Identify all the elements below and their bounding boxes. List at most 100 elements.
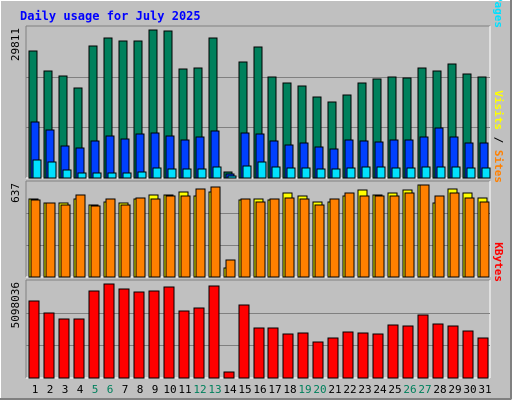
bar-kbytes-day-18 [282, 333, 294, 379]
bar-kbytes-day-26 [402, 325, 414, 379]
bar-pages-day-5 [92, 172, 102, 179]
x-tick-label-day-7: 7 [122, 383, 129, 396]
y-max-label: 5098036 [9, 282, 22, 328]
bar-pages-day-18 [286, 167, 296, 179]
bar-sites-day-20 [314, 204, 325, 278]
bar-kbytes-day-11 [178, 310, 190, 379]
bar-pages-day-26 [406, 167, 416, 179]
x-tick-label-day-18: 18 [283, 383, 296, 396]
bar-pages-day-4 [77, 172, 87, 179]
x-tick-label-day-2: 2 [47, 383, 54, 396]
bar-sites-day-18 [284, 197, 295, 278]
x-tick-label-day-15: 15 [238, 383, 251, 396]
y-max-label: 637 [9, 183, 22, 203]
bar-sites-day-6 [105, 198, 116, 278]
bar-pages-day-14 [227, 175, 237, 179]
bar-kbytes-day-27 [417, 314, 429, 379]
bar-kbytes-day-13 [208, 285, 220, 379]
bar-sites-day-17 [269, 198, 280, 278]
bar-pages-day-13 [212, 166, 222, 179]
bar-files-day-8 [135, 133, 145, 179]
bar-kbytes-day-12 [193, 307, 205, 379]
series-sites [30, 184, 490, 278]
bar-sites-day-4 [75, 194, 86, 278]
x-tick-label-day-12: 12 [193, 383, 206, 396]
bar-sites-day-29 [449, 192, 460, 278]
bar-pages-day-8 [137, 171, 147, 179]
bar-kbytes-day-16 [253, 327, 265, 379]
bar-pages-day-6 [107, 172, 117, 179]
x-tick-label-day-3: 3 [62, 383, 69, 396]
bar-pages-day-24 [376, 166, 386, 179]
bar-pages-day-2 [47, 161, 57, 179]
bar-kbytes-day-20 [312, 341, 324, 379]
bar-kbytes-day-19 [297, 332, 309, 379]
bar-kbytes-day-9 [148, 290, 160, 379]
legend-part-visits: Visits [492, 90, 505, 130]
right-legend-label: KBytes [492, 242, 505, 282]
bar-sites-day-1 [30, 199, 41, 278]
bar-sites-day-23 [359, 195, 370, 278]
x-tick-label-day-6: 6 [107, 383, 114, 396]
bar-pages-day-19 [301, 167, 311, 179]
panel-hits-files-pages: 29811 Hits / Files / Pages [9, 0, 505, 179]
bar-pages-day-7 [122, 172, 132, 179]
x-tick-label-day-19: 19 [298, 383, 311, 396]
bar-pages-day-11 [182, 168, 192, 179]
bar-kbytes-day-23 [357, 332, 369, 379]
x-tick-label-day-26: 26 [403, 383, 416, 396]
bar-pages-day-21 [331, 168, 341, 179]
bar-files-day-6 [105, 135, 115, 179]
x-tick-label-day-17: 17 [268, 383, 281, 396]
bar-kbytes-day-30 [462, 330, 474, 379]
bar-sites-day-8 [135, 197, 146, 278]
bar-sites-day-31 [479, 201, 490, 278]
bar-sites-day-13 [210, 186, 221, 278]
bar-pages-day-28 [436, 166, 446, 179]
x-tick-label-day-14: 14 [223, 383, 237, 396]
bar-sites-day-9 [150, 198, 161, 278]
x-tick-label-day-24: 24 [373, 383, 387, 396]
bar-pages-day-30 [466, 167, 476, 179]
x-tick-label-day-29: 29 [448, 383, 461, 396]
legend-part-kbytes: KBytes [492, 242, 505, 282]
legend-part-pages: Pages [492, 0, 505, 28]
bar-files-day-7 [120, 138, 130, 179]
x-tick-label-day-21: 21 [328, 383, 341, 396]
bar-kbytes-day-2 [43, 312, 55, 379]
bar-sites-day-24 [374, 195, 385, 278]
bar-sites-day-25 [389, 195, 400, 278]
bar-sites-day-14 [225, 259, 236, 278]
x-tick-label-day-13: 13 [208, 383, 221, 396]
x-tick-label-day-1: 1 [32, 383, 39, 396]
bar-kbytes-day-21 [327, 337, 339, 379]
x-tick-label-day-5: 5 [92, 383, 99, 396]
x-tick-label-day-23: 23 [358, 383, 371, 396]
chart-title: Daily usage for July 2025 [20, 9, 201, 23]
bar-pages-day-20 [316, 168, 326, 179]
bar-pages-day-12 [197, 168, 207, 179]
y-max-label: 29811 [9, 28, 22, 61]
legend-part-sites: Sites [492, 150, 505, 183]
bar-sites-day-28 [434, 195, 445, 278]
bar-pages-day-25 [391, 167, 401, 179]
bar-sites-day-2 [45, 202, 56, 278]
bar-kbytes-day-4 [73, 318, 85, 379]
bar-kbytes-day-24 [372, 333, 384, 379]
series-kbytes [28, 283, 489, 379]
bar-kbytes-day-5 [88, 290, 100, 379]
bar-sites-day-16 [255, 201, 266, 278]
x-tick-label-day-20: 20 [313, 383, 326, 396]
bar-sites-day-5 [90, 205, 101, 278]
bar-pages-day-23 [361, 166, 371, 179]
x-tick-label-day-25: 25 [388, 383, 401, 396]
bar-pages-day-10 [167, 168, 177, 179]
bar-pages-day-9 [152, 167, 162, 179]
bar-kbytes-day-3 [58, 318, 70, 379]
x-tick-label-day-27: 27 [418, 383, 431, 396]
panel-kbytes: 5098036 KBytes [9, 242, 505, 379]
bar-sites-day-26 [404, 192, 415, 278]
x-tick-label-day-30: 30 [463, 383, 476, 396]
legend-part-sep1: / [492, 130, 505, 150]
bar-sites-day-10 [165, 195, 176, 278]
